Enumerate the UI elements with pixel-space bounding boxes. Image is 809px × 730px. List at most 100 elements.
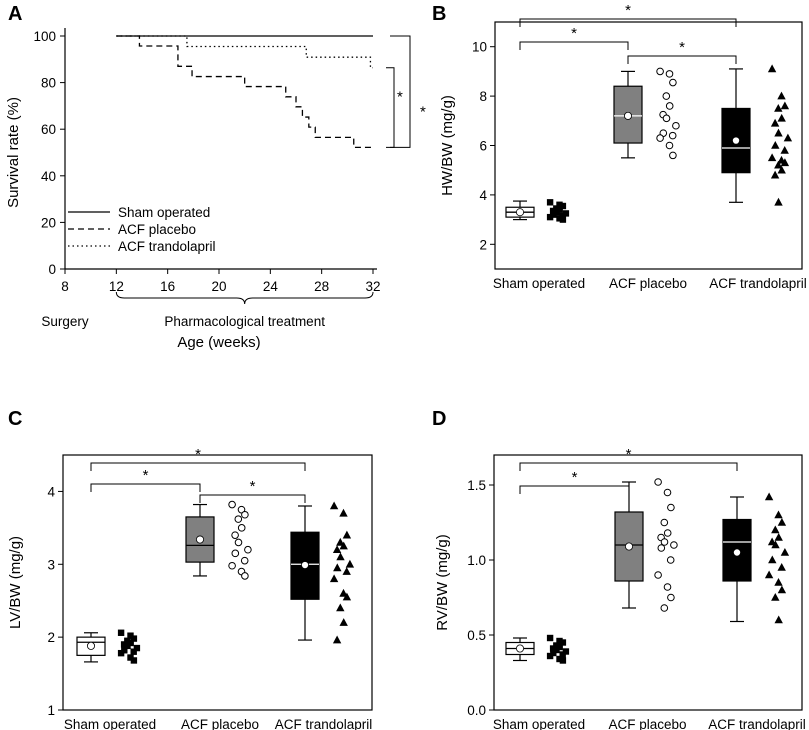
x-tick-label: 8 [61,279,69,294]
data-point-triangle [777,563,786,571]
x-category-label: ACF trandolapril [708,717,806,730]
data-point-circle [672,121,680,130]
mean-marker [87,641,96,650]
data-point-square [549,207,557,215]
data-point-circle [660,604,669,612]
data-point-triangle [767,64,777,73]
data-point-triangle [339,588,348,597]
mean-marker [624,111,633,120]
x-tick-label: 12 [109,279,124,294]
data-point-triangle [764,492,774,501]
data-point-triangle [774,103,783,112]
sig-bracket [90,462,306,471]
data-point-triangle [329,574,339,583]
data-point-circle [234,538,243,547]
data-point-circle [237,505,246,514]
data-point-circle [669,151,677,160]
data-point-square [124,637,131,644]
plot-frame [494,21,803,270]
y-tick-label: 1.5 [467,478,486,493]
data-point-circle [663,488,672,497]
data-point-triangle [774,510,783,519]
survival-chart: 0 20 40 60 80 100 8 12 16 20 24 28 32 Survival rate (… [5,28,426,351]
sig-star: * [420,104,426,121]
data-point-triangle [774,578,783,586]
data-point-square [559,216,567,223]
data-point-circle [234,515,243,523]
data-point-triangle [777,165,786,174]
y-tick-label: 6 [479,139,487,154]
y-axis-title: Survival rate (%) [5,97,22,208]
data-point-circle [668,131,677,140]
data-point-circle [665,141,674,150]
survival-line-dashed [116,35,373,149]
data-point-triangle [777,113,786,122]
data-point-square [559,202,567,210]
sig-bracket [519,18,737,27]
panel-label-b: B [432,3,446,25]
data-point-square [546,199,554,206]
y-axis-title: HW/BW (mg/g) [439,95,456,196]
sig-bracket-outer [390,35,411,148]
rv-bw-chart: 0.0 0.5 1.0 1.5 RV/BW (mg/g) Sham operated ACF… [434,446,806,730]
panel-label-d: D [432,408,446,430]
data-point-triangle [777,585,787,594]
mean-marker [733,548,742,557]
data-point-square [546,213,554,221]
x-category-label: ACF placebo [609,276,687,291]
y-tick-label: 20 [41,215,56,230]
data-point-triangle [780,158,790,167]
sig-star: * [679,39,685,56]
panel-label-c: C [8,408,22,430]
mean-marker [732,136,741,145]
data-point-square [124,642,131,650]
data-point-circle [228,500,236,509]
data-point-square [117,649,125,657]
y-axis-title: RV/BW (mg/g) [434,534,451,630]
data-point-circle [667,593,675,602]
y-tick-label: 1.0 [467,553,486,568]
data-point-circle [240,556,249,565]
data-point-triangle [777,91,786,100]
x-category-label: ACF trandolapril [275,717,373,730]
data-point-triangle [332,545,342,554]
sig-bracket [199,494,306,503]
data-point-triangle [339,618,348,626]
sig-star: * [143,467,149,484]
data-point-triangle [768,555,777,564]
data-point-triangle [774,128,783,137]
data-point-triangle [783,133,793,142]
data-point-circle [656,134,664,142]
data-point-square [556,201,563,208]
x-tick-label: 28 [314,279,329,294]
data-point-circle [654,571,662,579]
y-tick-label: 3 [47,557,55,572]
data-point-square [127,654,134,661]
y-tick-label: 2 [479,237,487,252]
data-point-square [559,657,567,664]
data-point-square [133,644,141,652]
data-point-square [130,657,138,664]
data-point-square [556,215,563,222]
sig-bracket [519,41,629,50]
treatment-brace [115,291,374,305]
mean-marker [516,644,525,653]
data-point-circle [662,114,671,123]
y-tick-label: 4 [47,484,55,499]
data-point-triangle [774,615,783,624]
data-point-circle [665,70,674,78]
legend-label: ACF placebo [118,222,196,237]
data-point-triangle [770,118,780,127]
y-tick-label: 80 [41,76,56,91]
surgery-label: Surgery [41,314,89,329]
data-point-triangle [342,530,352,539]
data-point-triangle [771,141,780,149]
plot-frame [62,454,373,711]
treatment-label: Pharmacological treatment [164,314,325,329]
data-point-triangle [339,541,348,550]
data-point-circle [669,78,677,87]
x-tick-label: 24 [263,279,279,294]
panel-label-a: A [8,3,22,25]
y-tick-label: 2 [47,630,55,645]
data-point-triangle [336,537,345,546]
